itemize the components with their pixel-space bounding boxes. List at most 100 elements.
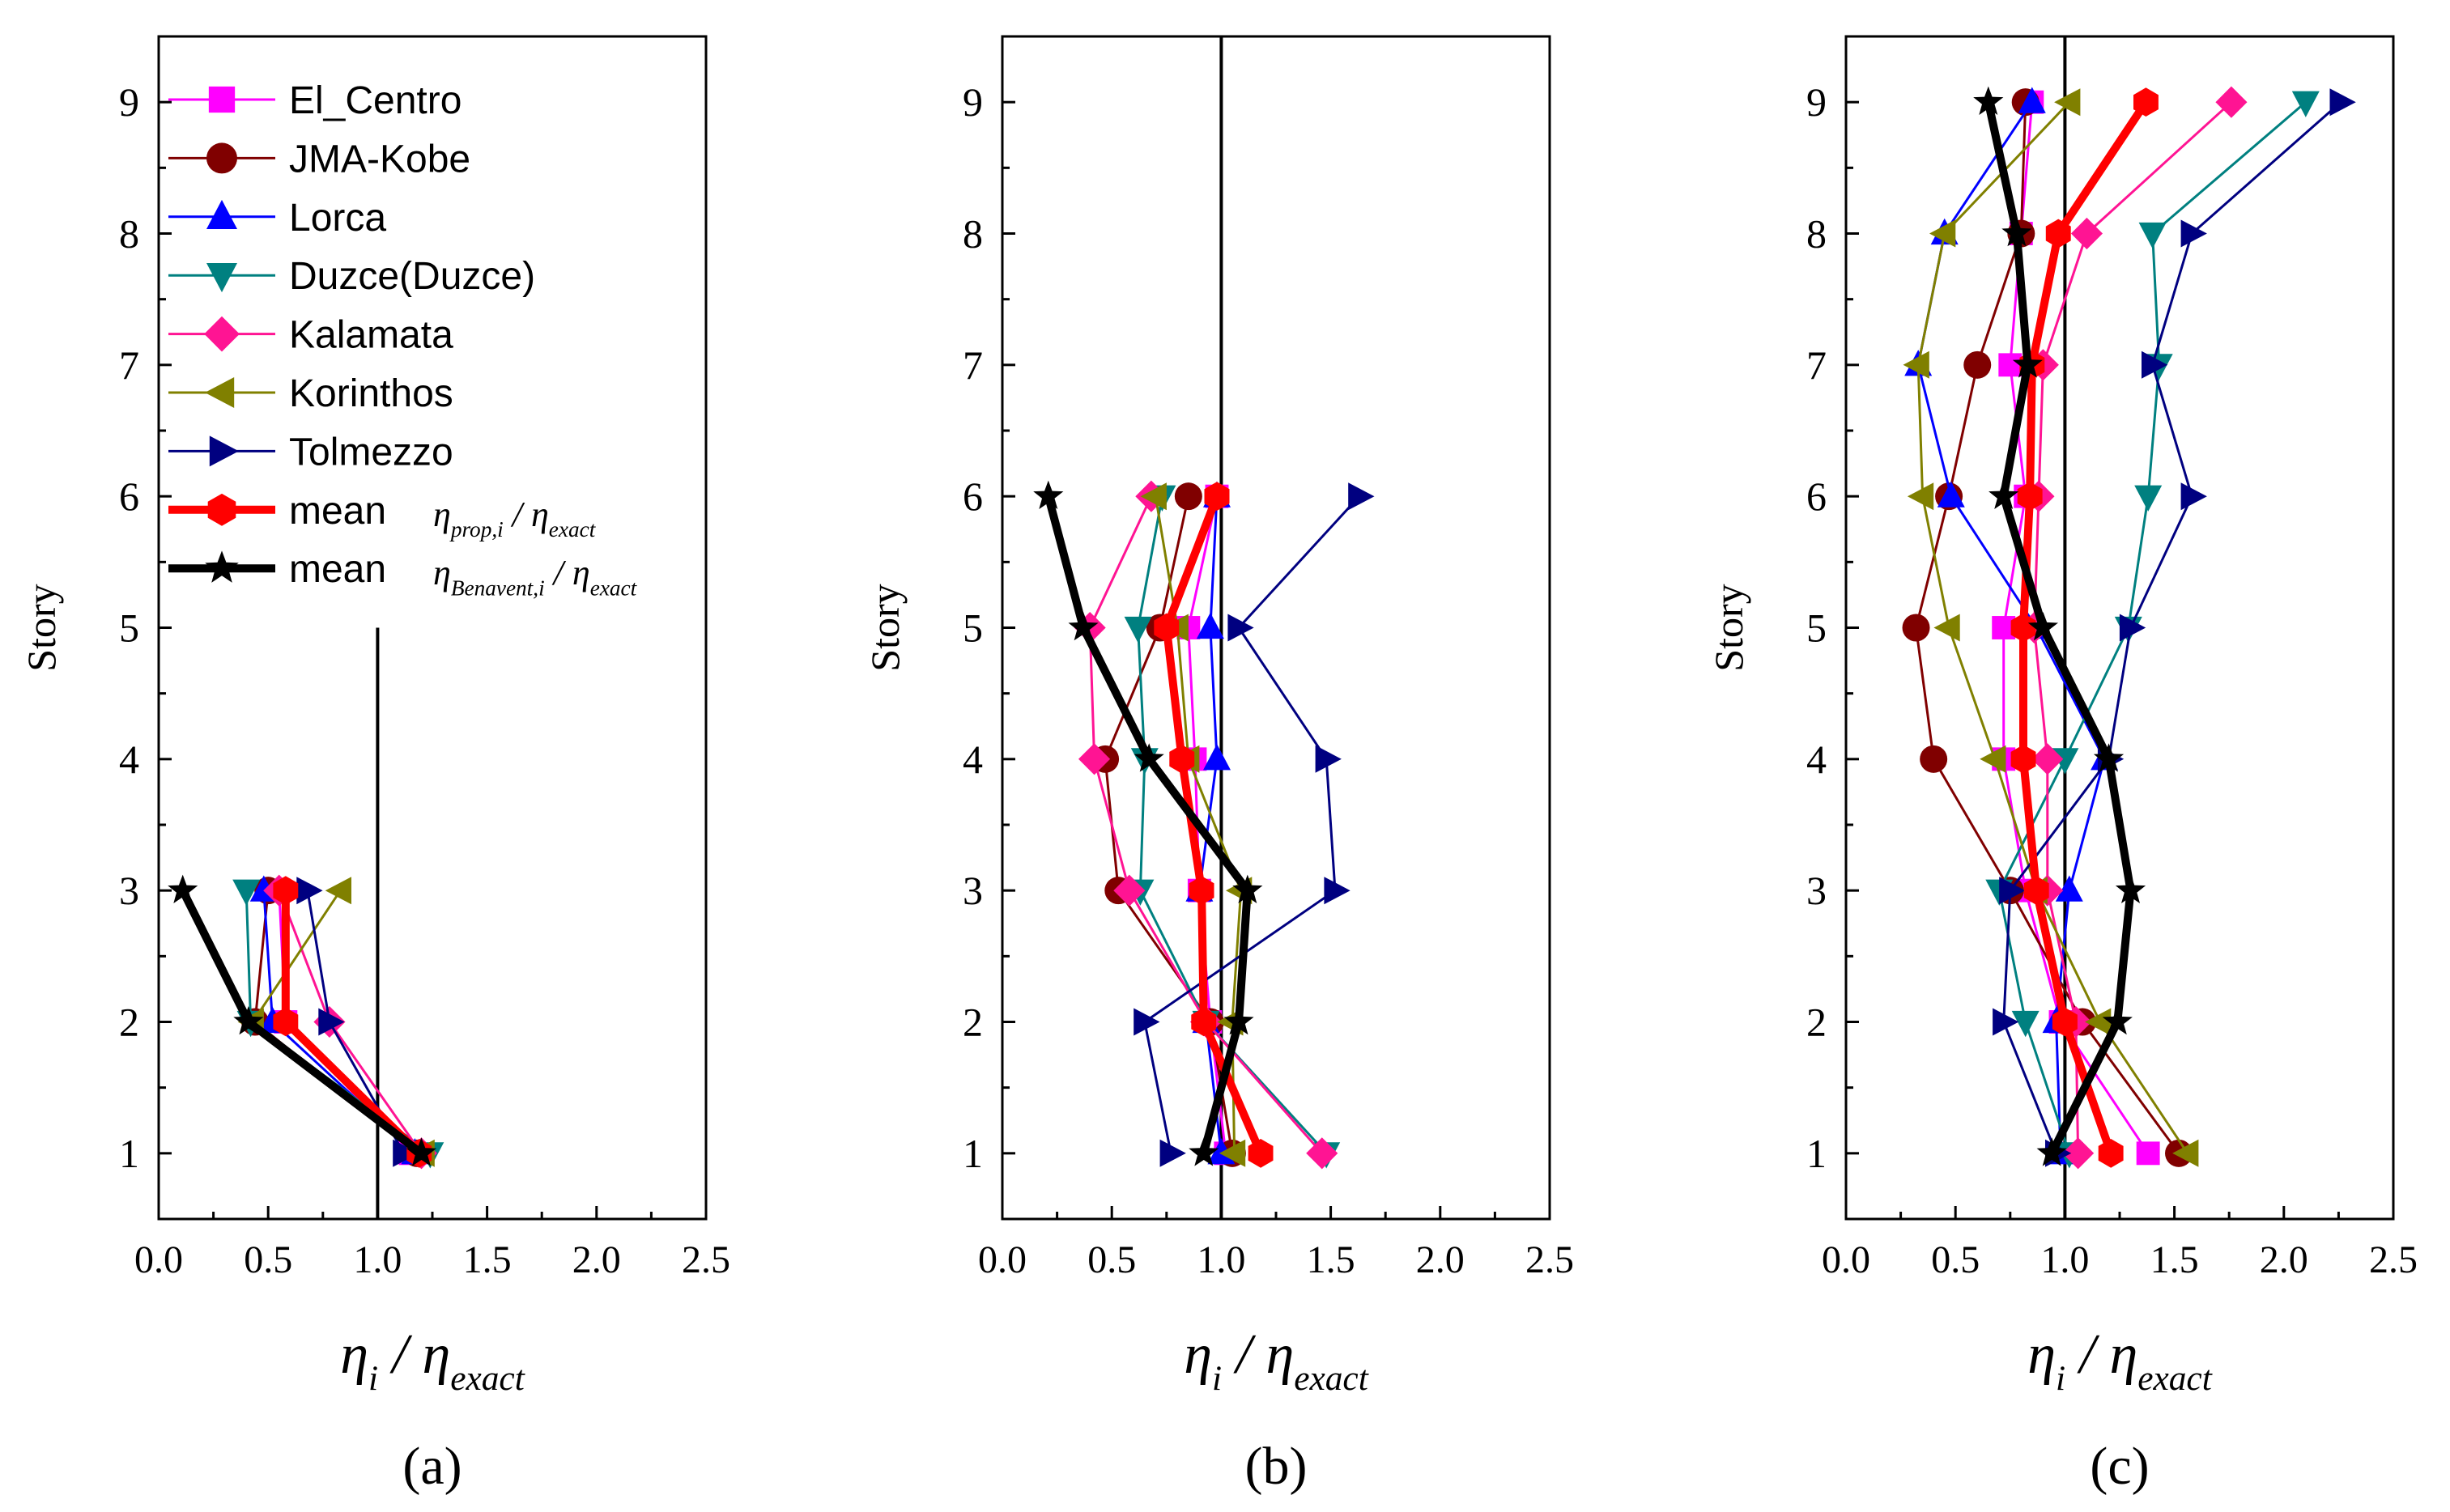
series-tolmezzo: [1134, 482, 1375, 1167]
data-point: [1113, 874, 1146, 907]
legend-marker: [204, 316, 240, 352]
data-point: [232, 879, 261, 906]
series-line: [1088, 495, 1324, 1155]
legend-label: mean: [289, 490, 386, 533]
y-tick-label: 8: [1806, 211, 1827, 257]
data-point: [1973, 86, 2004, 115]
data-point: [1993, 1008, 2019, 1036]
data-point: [1140, 482, 1167, 511]
y-tick-label: 5: [963, 605, 983, 651]
data-point: [1033, 480, 1064, 509]
data-point: [2018, 87, 2046, 113]
data-point: [1219, 1139, 1246, 1167]
series-line: [278, 889, 423, 1155]
data-point: [2027, 612, 2058, 641]
legend-label: mean: [289, 548, 386, 591]
legend-marker: [207, 493, 236, 526]
data-point: [1189, 876, 1214, 905]
data-point: [1988, 480, 2019, 509]
data-point: [2070, 217, 2103, 250]
y-tick-label: 6: [963, 474, 983, 519]
legend-item-mean-benavent: mean ηBenavent,i / ηexact: [168, 548, 638, 600]
y-tick-label: 1: [963, 1131, 983, 1176]
x-tick-label: 2.0: [572, 1238, 621, 1281]
data-point: [1189, 1137, 1219, 1166]
legend-item-duzce-duzce: Duzce(Duzce): [168, 255, 535, 298]
data-point: [2329, 88, 2356, 117]
data-point: [2054, 88, 2081, 117]
data-point: [2180, 482, 2207, 511]
y-tick-label: 7: [119, 342, 139, 388]
legend-item-el-centro: El_Centro: [168, 79, 462, 122]
data-point: [2052, 1007, 2078, 1037]
y-tick-label: 2: [963, 1000, 983, 1045]
y-tick-label: 8: [119, 211, 139, 257]
legend-label: Korinthos: [289, 372, 453, 415]
plot-frame: [157, 35, 708, 1221]
y-tick-label: 9: [119, 79, 139, 125]
series-line: [1162, 492, 1265, 1157]
legend-marker: [206, 142, 237, 174]
y-tick-label: 5: [1806, 605, 1827, 651]
data-point: [1134, 1008, 1160, 1036]
data-point: [2136, 1141, 2160, 1166]
x-tick-label: 1.0: [1197, 1238, 1245, 1281]
y-tick-label: 2: [119, 1000, 139, 1045]
data-point: [2010, 745, 2036, 774]
series-line: [178, 886, 426, 1157]
data-point: [1068, 612, 1099, 641]
series-mean-benavent: [168, 874, 437, 1166]
data-point: [2133, 87, 2159, 117]
x-tick-label: 0.5: [1931, 1238, 1980, 1281]
data-point: [1248, 1139, 1274, 1168]
legend-marker: [206, 199, 237, 229]
series-mean-benavent: [1033, 480, 1263, 1166]
data-point: [1999, 877, 2026, 905]
data-point: [1903, 350, 1929, 379]
data-point: [2180, 219, 2207, 248]
y-tick-label: 5: [119, 605, 139, 651]
y-tick-label: 1: [1806, 1131, 1827, 1176]
x-tick-label: 2.5: [2369, 1238, 2418, 1281]
y-axis-label: Story: [862, 584, 908, 671]
x-tick-label: 0.0: [134, 1238, 183, 1281]
data-point: [1907, 482, 1934, 511]
legend: El_Centro JMA-Kobe Lorca Duzce(Duzce) Kalama…: [168, 79, 638, 600]
data-point: [1963, 350, 1992, 379]
series-line: [1197, 495, 1223, 1155]
data-point: [1920, 745, 1948, 773]
y-tick-label: 4: [963, 737, 983, 782]
legend-item-korinthos: Korinthos: [168, 372, 453, 415]
y-axis-label: Story: [19, 584, 64, 671]
data-point: [1324, 877, 1350, 905]
y-tick-label: 6: [119, 474, 139, 519]
data-point: [1227, 614, 1254, 642]
y-tick-label: 3: [963, 868, 983, 913]
legend-marker: [206, 263, 237, 293]
data-point: [273, 1007, 299, 1037]
data-point: [1223, 1006, 1254, 1035]
x-tick-label: 1.5: [1307, 1238, 1355, 1281]
data-point: [1124, 616, 1152, 643]
data-point: [2012, 349, 2043, 378]
y-tick-label: 8: [963, 211, 983, 257]
y-tick-label: 9: [1806, 79, 1827, 125]
series-line: [1044, 492, 1252, 1157]
x-tick-label: 0.5: [1087, 1238, 1136, 1281]
data-point: [1998, 353, 2023, 377]
data-point: [2085, 1008, 2112, 1036]
data-point: [2055, 875, 2083, 902]
data-point: [1134, 743, 1164, 772]
data-point: [2134, 485, 2163, 512]
y-tick-label: 4: [119, 737, 139, 782]
series-line: [1143, 495, 1361, 1155]
y-axis-label: Story: [1706, 584, 1751, 671]
x-tick-label: 0.0: [1822, 1238, 1870, 1281]
data-point: [1306, 1137, 1338, 1170]
data-point: [393, 1139, 419, 1167]
data-point: [2291, 91, 2320, 117]
panel-c: 0.0 0.5 1.0 1.5 2.0 2.5 1 2 3 4 5 6 7 8 9 Story ηi / ηex…: [1706, 35, 2418, 1496]
data-point: [233, 1006, 264, 1035]
data-point: [406, 1137, 437, 1166]
data-point: [296, 877, 323, 905]
